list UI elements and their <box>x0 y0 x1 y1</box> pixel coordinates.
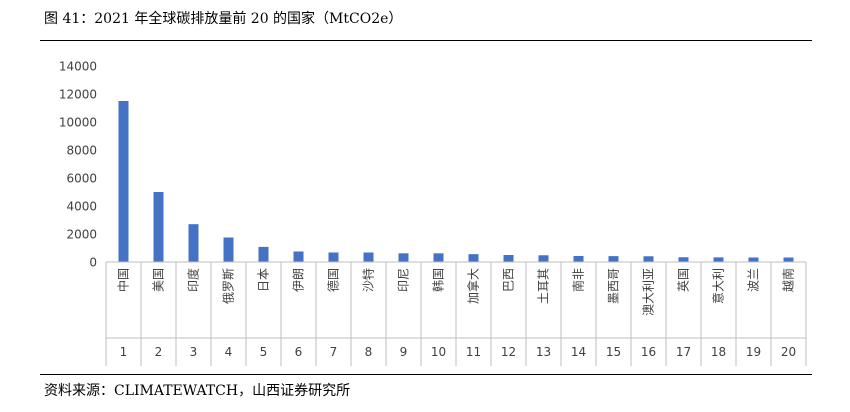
x-axis: 中国 1 美国 2 印度 3 俄罗斯 4 日本 5 伊朗 6 德国 7 沙特 8 印尼 9 韩国 10 加拿大 11 巴西 1… <box>105 261 807 366</box>
bar-19 <box>748 257 759 262</box>
bar-8 <box>363 252 374 262</box>
bar-20 <box>783 257 794 262</box>
rank-label: 11 <box>466 345 481 359</box>
rank-label: 8 <box>365 345 373 359</box>
category-label: 加拿大 <box>466 268 481 304</box>
y-tick-label: 12000 <box>59 88 97 102</box>
bar-14 <box>573 255 584 262</box>
category-label: 沙特 <box>361 268 376 292</box>
category-label: 波兰 <box>747 268 761 292</box>
bar-3 <box>188 224 199 262</box>
bar-5 <box>258 246 269 262</box>
category-label: 日本 <box>257 268 271 292</box>
rank-label: 14 <box>571 345 586 359</box>
top-rule <box>40 40 812 41</box>
rank-label: 20 <box>781 345 796 359</box>
rank-label: 15 <box>606 345 621 359</box>
y-axis: 0 2000 4000 6000 8000 10000 12000 14000 <box>59 60 97 270</box>
bar-15 <box>608 256 619 262</box>
rank-label: 6 <box>295 345 303 359</box>
rank-label: 19 <box>746 345 761 359</box>
category-label: 越南 <box>781 268 796 292</box>
category-label: 中国 <box>116 268 131 292</box>
bar-11 <box>468 254 479 262</box>
y-tick-label: 8000 <box>66 144 97 158</box>
category-label: 墨西哥 <box>607 268 621 304</box>
bar-2 <box>153 192 164 262</box>
category-label: 意大利 <box>711 268 726 304</box>
rank-label: 4 <box>225 345 233 359</box>
bar-9 <box>398 253 409 262</box>
rank-label: 13 <box>536 345 551 359</box>
rank-label: 3 <box>190 345 198 359</box>
category-label: 印度 <box>186 268 201 292</box>
rank-label: 2 <box>155 345 163 359</box>
y-tick-label: 0 <box>89 256 97 270</box>
category-label: 澳大利亚 <box>642 268 656 316</box>
rank-label: 10 <box>431 345 446 359</box>
category-label: 韩国 <box>431 268 446 292</box>
category-label: 德国 <box>326 268 341 292</box>
y-tick-label: 10000 <box>59 116 97 130</box>
bar-7 <box>328 252 339 262</box>
bar-18 <box>713 257 724 262</box>
bar-4 <box>223 237 234 262</box>
figure-title: 图 41：2021 年全球碳排放量前 20 的国家（MtCO2e） <box>44 11 403 27</box>
category-label: 巴西 <box>502 268 516 292</box>
rank-label: 7 <box>330 345 338 359</box>
bar-1 <box>118 101 129 262</box>
category-label: 南非 <box>571 268 586 292</box>
rank-label: 1 <box>120 345 128 359</box>
rank-label: 12 <box>501 345 516 359</box>
category-label: 英国 <box>677 268 691 292</box>
rank-label: 17 <box>676 345 691 359</box>
rank-label: 18 <box>711 345 726 359</box>
rank-label: 5 <box>260 345 268 359</box>
bar-10 <box>433 253 444 262</box>
rank-label: 9 <box>400 345 408 359</box>
rank-label: 16 <box>641 345 656 359</box>
bar-13 <box>538 255 549 262</box>
bar-6 <box>293 251 304 262</box>
category-label: 印尼 <box>397 268 411 292</box>
bottom-rule <box>40 374 812 375</box>
y-tick-label: 4000 <box>66 200 97 214</box>
y-tick-label: 2000 <box>66 228 97 242</box>
category-label: 伊朗 <box>292 268 306 292</box>
category-label: 美国 <box>152 268 166 292</box>
y-tick-label: 14000 <box>59 60 97 74</box>
y-tick-label: 6000 <box>66 172 97 186</box>
bar-16 <box>643 256 654 262</box>
bars <box>118 101 794 262</box>
bar-12 <box>503 255 514 262</box>
category-label: 土耳其 <box>537 268 551 304</box>
category-label: 俄罗斯 <box>222 268 236 304</box>
source-note: 资料来源：CLIMATEWATCH，山西证券研究所 <box>44 383 351 399</box>
bar-17 <box>678 257 689 262</box>
